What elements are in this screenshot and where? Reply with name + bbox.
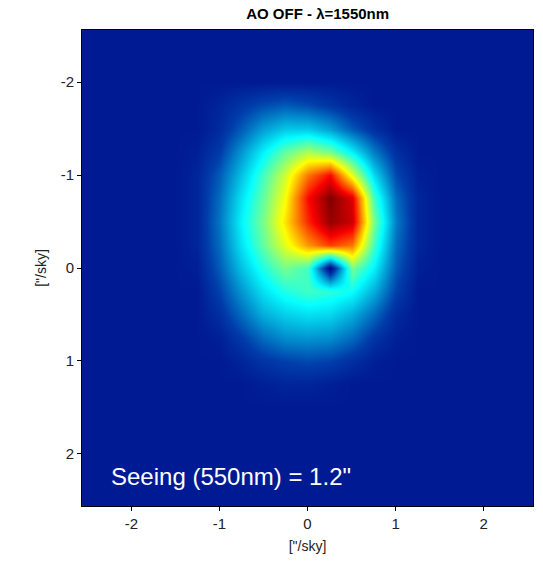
svg-text:["/sky]: ["/sky]	[289, 538, 327, 554]
svg-text:AO OFF - λ=1550nm: AO OFF - λ=1550nm	[246, 5, 389, 22]
svg-text:2: 2	[479, 515, 487, 532]
svg-text:-1: -1	[213, 515, 226, 532]
svg-text:-2: -2	[61, 73, 74, 90]
svg-text:["/sky]: ["/sky]	[33, 249, 49, 287]
svg-text:-2: -2	[125, 515, 138, 532]
svg-text:Seeing (550nm) = 1.2": Seeing (550nm) = 1.2"	[111, 463, 351, 490]
svg-text:0: 0	[303, 515, 311, 532]
svg-text:2: 2	[66, 445, 74, 462]
svg-text:1: 1	[391, 515, 399, 532]
svg-text:0: 0	[66, 259, 74, 276]
svg-text:1: 1	[66, 352, 74, 369]
svg-text:-1: -1	[61, 166, 74, 183]
